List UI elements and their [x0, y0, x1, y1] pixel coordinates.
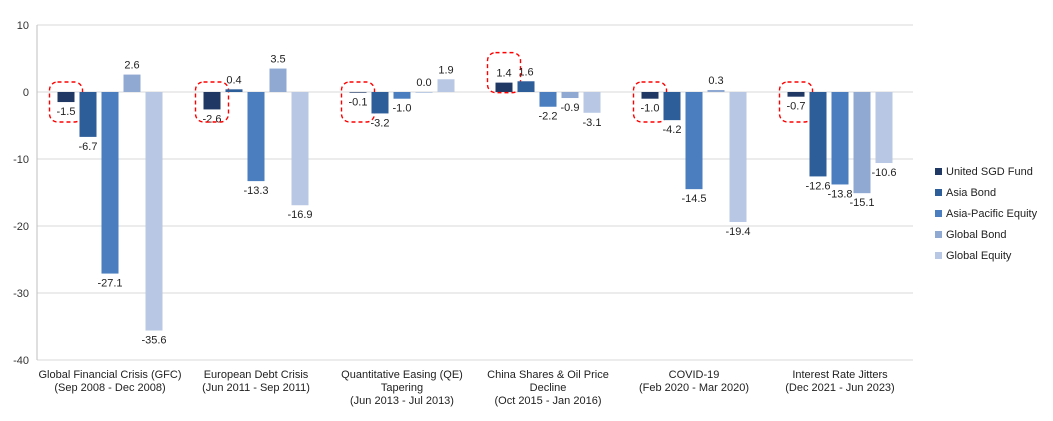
- data-label: -3.2: [371, 117, 390, 129]
- legend-label: Global Bond: [946, 229, 1007, 241]
- highlight-outline: [48, 81, 84, 123]
- y-tick-label: 10: [17, 20, 29, 32]
- bar-global-equity: [291, 92, 309, 206]
- data-label: -2.2: [539, 111, 558, 123]
- data-label: -1.5: [57, 106, 76, 118]
- data-label: 0.0: [416, 77, 431, 89]
- data-label: -19.4: [725, 226, 750, 238]
- data-label: -0.9: [561, 102, 580, 114]
- bar-united-sgd-fund: [203, 92, 221, 110]
- data-label: -10.6: [871, 167, 896, 179]
- highlight-outline: [194, 81, 230, 123]
- bar-asia-pacific-equity: [101, 92, 119, 274]
- bar-global-equity: [437, 79, 455, 92]
- y-tick-label: -20: [13, 221, 29, 233]
- category-label: (Feb 2020 - Mar 2020): [639, 382, 749, 394]
- bar-asia-pacific-equity: [539, 92, 557, 107]
- bar-global-bond: [269, 68, 287, 92]
- bar-global-equity: [875, 92, 893, 164]
- category-label: Quantitative Easing (QE): [341, 369, 463, 381]
- category-label: Decline: [530, 382, 567, 394]
- bar-united-sgd-fund: [641, 92, 659, 99]
- category-label: China Shares & Oil Price: [487, 369, 609, 381]
- bar-united-sgd-fund: [787, 92, 805, 97]
- highlight-outline: [778, 81, 814, 123]
- bar-asia-pacific-equity: [685, 92, 703, 190]
- highlight-outline: [632, 81, 668, 123]
- bar-asia-bond: [517, 81, 535, 92]
- data-label: -2.6: [203, 113, 222, 125]
- data-label: 0.4: [226, 74, 241, 86]
- data-label: -0.7: [787, 101, 806, 113]
- data-label: -13.8: [827, 188, 852, 200]
- highlight-outline: [340, 81, 376, 123]
- data-label: -1.0: [393, 103, 412, 115]
- legend-label: United SGD Fund: [946, 166, 1033, 178]
- data-label: -13.3: [243, 185, 268, 197]
- y-tick-label: -40: [13, 355, 29, 367]
- category-label: (Oct 2015 - Jan 2016): [494, 395, 601, 407]
- data-label: -35.6: [141, 335, 166, 347]
- category-label: (Dec 2021 - Jun 2023): [785, 382, 894, 394]
- bar-asia-bond: [663, 92, 681, 121]
- data-label: 1.6: [518, 66, 533, 78]
- data-label: -3.1: [583, 117, 602, 129]
- category-label: (Jun 2011 - Sep 2011): [202, 382, 310, 394]
- category-label: European Debt Crisis: [204, 369, 309, 381]
- bar-asia-pacific-equity: [247, 92, 265, 182]
- category-label: (Jun 2013 - Jul 2013): [350, 395, 454, 407]
- category-label: (Sep 2008 - Dec 2008): [54, 382, 165, 394]
- bar-asia-pacific-equity: [393, 92, 411, 99]
- bar-global-bond: [561, 92, 579, 99]
- legend-swatch: [935, 168, 942, 175]
- highlight-outline: [486, 51, 522, 94]
- bar-united-sgd-fund: [495, 82, 513, 92]
- bar-asia-bond: [225, 89, 243, 92]
- y-tick-label: -10: [13, 154, 29, 166]
- bar-global-bond: [123, 74, 141, 92]
- data-label: -6.7: [79, 141, 98, 153]
- legend-label: Asia-Pacific Equity: [946, 208, 1038, 220]
- bar-united-sgd-fund: [349, 92, 367, 93]
- y-tick-label: 0: [23, 87, 29, 99]
- y-tick-label: -30: [13, 288, 29, 300]
- data-label: -16.9: [287, 209, 312, 221]
- bar-united-sgd-fund: [57, 92, 75, 103]
- data-label: -14.5: [681, 193, 706, 205]
- data-label: -12.6: [805, 180, 830, 192]
- bar-global-bond: [707, 89, 725, 92]
- legend-swatch: [935, 252, 942, 259]
- data-label: -0.1: [349, 97, 368, 109]
- legend-label: Global Equity: [946, 250, 1012, 262]
- data-label: 0.3: [708, 75, 723, 87]
- legend-label: Asia Bond: [946, 187, 996, 199]
- data-label: 1.9: [438, 64, 453, 76]
- bar-asia-bond: [79, 92, 97, 137]
- data-label: -4.2: [663, 124, 682, 136]
- legend-swatch: [935, 189, 942, 196]
- category-label: Global Financial Crisis (GFC): [38, 369, 181, 381]
- bar-asia-bond: [371, 92, 389, 114]
- bar-global-equity: [583, 92, 601, 113]
- data-label: 2.6: [124, 60, 139, 72]
- data-label: 1.4: [496, 68, 511, 80]
- bar-global-bond: [415, 92, 433, 93]
- bar-global-equity: [145, 92, 163, 331]
- data-label: -1.0: [641, 103, 660, 115]
- bar-global-bond: [853, 92, 871, 194]
- category-label: Tapering: [381, 382, 423, 394]
- legend-swatch: [935, 231, 942, 238]
- bar-asia-pacific-equity: [831, 92, 849, 185]
- data-label: -27.1: [97, 278, 122, 290]
- category-label: COVID-19: [669, 369, 720, 381]
- category-label: Interest Rate Jitters: [792, 369, 888, 381]
- bar-asia-bond: [809, 92, 827, 177]
- legend-swatch: [935, 210, 942, 217]
- bar-global-equity: [729, 92, 747, 222]
- data-label: 3.5: [270, 54, 285, 66]
- data-label: -15.1: [849, 197, 874, 209]
